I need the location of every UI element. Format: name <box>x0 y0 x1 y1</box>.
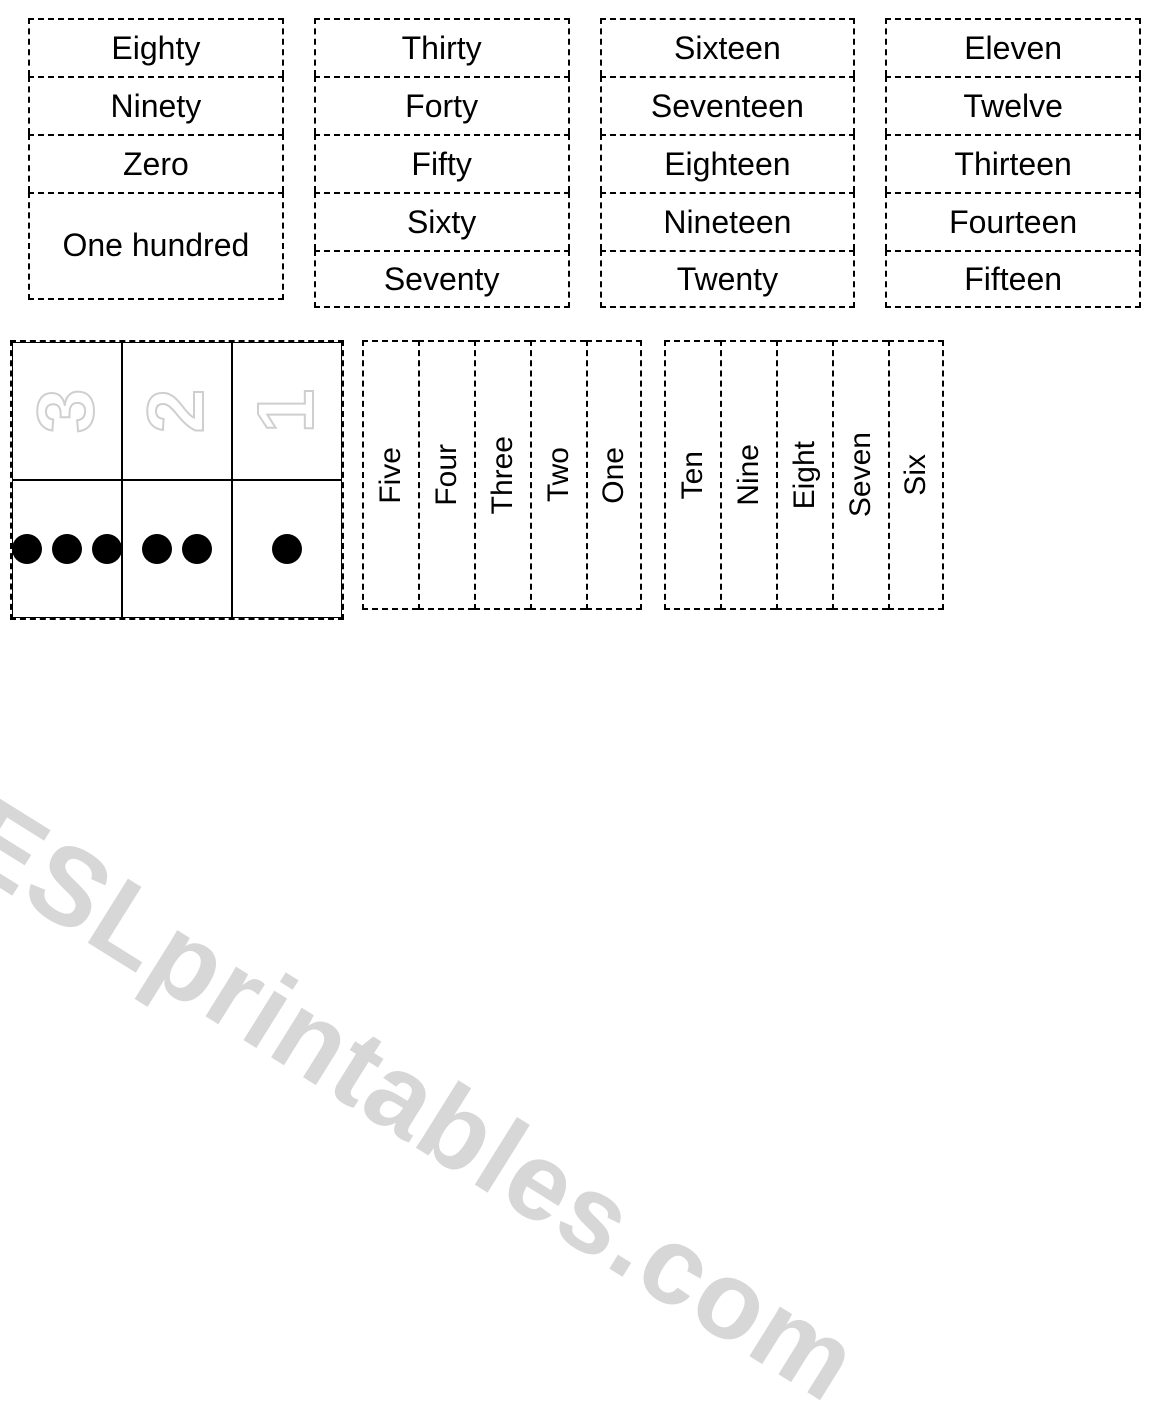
word-card: Seventeen <box>600 76 856 134</box>
dot-cell-2 <box>122 480 232 618</box>
word-card-vertical: Seven <box>832 340 888 610</box>
word-card-vertical: Four <box>418 340 474 610</box>
top-word-columns: Eighty Ninety Zero One hundred Thirty Fo… <box>28 18 1141 308</box>
word-column-1: Eighty Ninety Zero One hundred <box>28 18 284 308</box>
word-card: Twenty <box>600 250 856 308</box>
vertical-strip-2: Ten Nine Eight Seven Six <box>664 340 944 610</box>
word-card-vertical: Nine <box>720 340 776 610</box>
word-card: Thirteen <box>885 134 1141 192</box>
word-column-3: Sixteen Seventeen Eighteen Nineteen Twen… <box>600 18 856 308</box>
dot-icon <box>142 534 212 564</box>
vertical-strip-1: Five Four Three Two One <box>362 340 642 610</box>
word-column-4: Eleven Twelve Thirteen Fourteen Fifteen <box>885 18 1141 308</box>
svg-text:1: 1 <box>247 389 327 434</box>
numeral-outline-3: 3 <box>12 342 122 480</box>
svg-text:3: 3 <box>27 389 107 434</box>
dot-cell-3 <box>12 480 122 618</box>
word-card: Sixty <box>314 192 570 250</box>
word-card-vertical: Six <box>888 340 944 610</box>
word-card: Eighty <box>28 18 284 76</box>
vertical-strip-groups: Five Four Three Two One Ten Nine Eight S… <box>362 340 1149 610</box>
word-card-vertical: Two <box>530 340 586 610</box>
watermark-text: ESLprintables.com <box>0 773 881 1427</box>
word-card: Fifteen <box>885 250 1141 308</box>
bottom-area: 3 2 1 <box>10 340 1149 620</box>
word-card: Fourteen <box>885 192 1141 250</box>
word-card: Zero <box>28 134 284 192</box>
numeral-outline-1: 1 <box>232 342 342 480</box>
word-card: Eleven <box>885 18 1141 76</box>
word-card: Twelve <box>885 76 1141 134</box>
word-card-vertical: Eight <box>776 340 832 610</box>
word-card-vertical: Three <box>474 340 530 610</box>
word-card-vertical: Ten <box>664 340 720 610</box>
word-card-vertical: Five <box>362 340 418 610</box>
dot-icon <box>12 534 122 564</box>
word-card-vertical: One <box>586 340 642 610</box>
word-card: Forty <box>314 76 570 134</box>
word-card: One hundred <box>28 192 284 300</box>
dot-icon <box>272 534 302 564</box>
word-card: Thirty <box>314 18 570 76</box>
word-card: Fifty <box>314 134 570 192</box>
numeral-dot-grid: 3 2 1 <box>10 340 344 620</box>
word-column-2: Thirty Forty Fifty Sixty Seventy <box>314 18 570 308</box>
dot-cell-1 <box>232 480 342 618</box>
word-card: Nineteen <box>600 192 856 250</box>
word-card: Sixteen <box>600 18 856 76</box>
word-card: Ninety <box>28 76 284 134</box>
word-card: Eighteen <box>600 134 856 192</box>
numeral-outline-2: 2 <box>122 342 232 480</box>
svg-text:2: 2 <box>137 389 217 434</box>
word-card: Seventy <box>314 250 570 308</box>
